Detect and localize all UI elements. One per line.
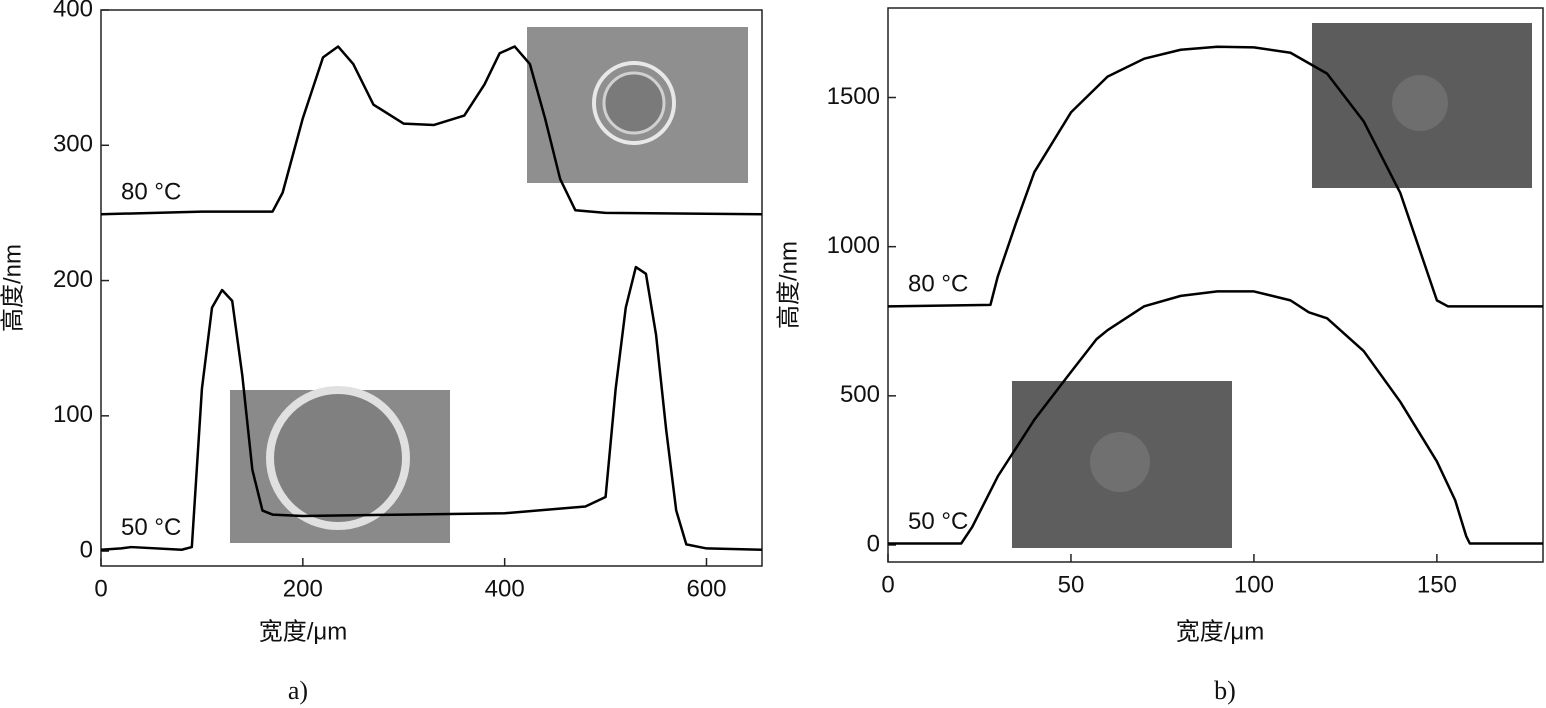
x-axis-label: 宽度/μm	[1176, 618, 1265, 645]
profile-line	[100, 265, 763, 552]
y-tick-label: 500	[840, 381, 880, 408]
caption: a)	[288, 676, 308, 705]
y-tick-label: 0	[80, 536, 93, 563]
x-tick-label: 400	[485, 575, 525, 602]
y-tick-label: 300	[53, 131, 93, 158]
y-tick-label: 1500	[827, 83, 880, 110]
plot-frame	[887, 7, 1544, 563]
series-label: 50 °C	[908, 508, 968, 535]
x-tick-label: 100	[1234, 571, 1274, 598]
plot-frame	[100, 9, 763, 567]
y-tick-label: 0	[867, 530, 880, 557]
caption: b)	[1214, 676, 1236, 705]
profile-line	[888, 290, 1543, 545]
inset-dot	[1090, 432, 1150, 492]
inset-ring	[602, 71, 666, 135]
profile-line	[887, 45, 1543, 308]
y-axis-label: 高度/nm	[0, 244, 26, 332]
series-label: 50 °C	[121, 514, 181, 541]
x-tick-label: 200	[283, 575, 323, 602]
y-tick-label: 1000	[827, 232, 880, 259]
y-axis-label: 高度/nm	[775, 241, 802, 329]
x-tick-label: 600	[686, 575, 726, 602]
x-axis-label: 宽度/μm	[259, 618, 348, 645]
profile-line	[100, 45, 763, 216]
x-tick-label: 0	[94, 575, 107, 602]
x-tick-label: 50	[1058, 571, 1085, 598]
inset-dot	[1392, 75, 1448, 131]
y-tick-label: 400	[53, 0, 93, 22]
series-label: 80 °C	[908, 271, 968, 298]
insets	[230, 23, 1532, 548]
inset-ring	[592, 61, 676, 145]
x-tick-label: 150	[1417, 571, 1457, 598]
series-label: 80 °C	[121, 179, 181, 206]
inset-ring	[266, 386, 410, 530]
y-tick-label: 100	[53, 401, 93, 428]
y-tick-label: 200	[53, 266, 93, 293]
x-tick-label: 0	[881, 571, 894, 598]
